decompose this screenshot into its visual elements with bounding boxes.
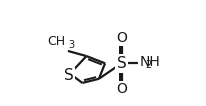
- Text: S: S: [117, 56, 126, 71]
- Text: 3: 3: [69, 40, 75, 50]
- Text: CH: CH: [47, 35, 65, 48]
- Text: NH: NH: [140, 55, 160, 69]
- Text: S: S: [64, 68, 74, 83]
- Text: O: O: [116, 82, 127, 96]
- Text: O: O: [116, 31, 127, 45]
- Text: 2: 2: [145, 60, 151, 70]
